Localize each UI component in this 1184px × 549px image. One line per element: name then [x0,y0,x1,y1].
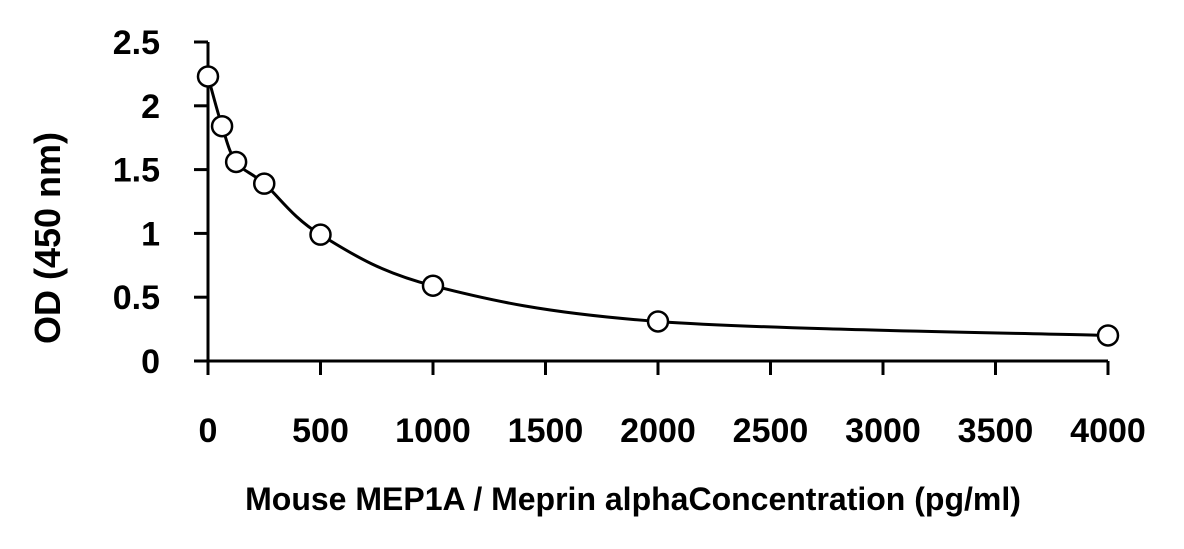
y-tick-label-2: 1 [141,215,160,253]
data-point-2 [224,150,248,174]
x-tick-label-6: 3000 [845,412,921,450]
x-tick-label-4: 2000 [620,412,696,450]
x-axis-ticks: 0 500 1000 1500 2000 2500 3000 3500 4000 [199,361,1146,450]
x-tick-label-0: 0 [199,412,218,450]
y-tick-label-3: 1.5 [113,152,160,190]
y-tick-label-1: 0.5 [113,279,160,317]
data-point-7 [1096,324,1120,347]
x-tick-label-3: 1500 [508,412,584,450]
fit-curve [206,76,1109,337]
data-point-5 [421,274,445,297]
x-tick-label-7: 3500 [958,412,1034,450]
data-point-1 [210,114,234,138]
y-tick-label-0: 0 [141,343,160,381]
x-tick-label-5: 2500 [733,412,809,450]
data-point-0 [196,65,220,88]
x-tick-label-1: 500 [292,412,349,450]
data-point-4 [309,223,332,246]
y-axis-ticks: 0 0.5 1 1.5 2 2.5 [113,24,208,381]
y-tick-label-4: 2 [141,88,160,126]
x-tick-label-2: 1000 [395,412,471,450]
data-points [196,65,1120,347]
data-point-3 [253,172,276,195]
x-tick-label-8: 4000 [1070,412,1146,450]
y-axis-title: OD (450 nm) [27,132,68,344]
y-tick-label-5: 2.5 [113,24,160,62]
x-axis-title: Mouse MEP1A / Meprin alphaConcentration … [245,481,1021,517]
data-point-6 [646,310,670,333]
